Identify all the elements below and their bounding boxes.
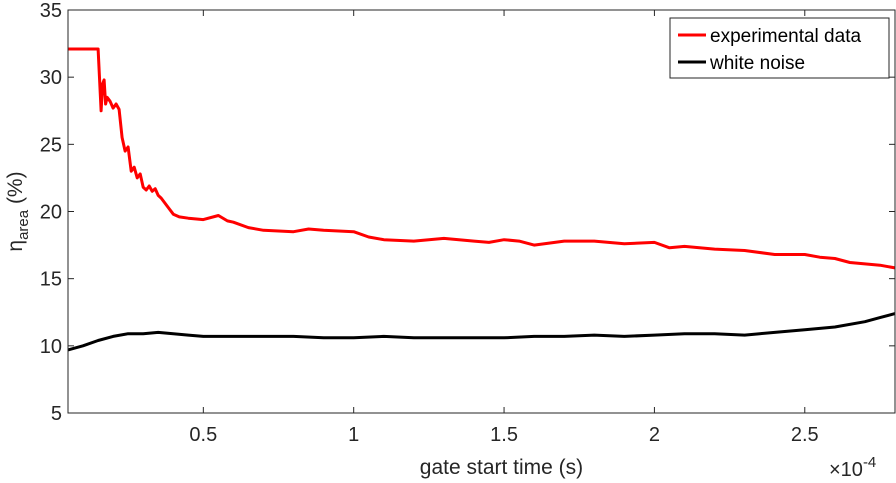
x-axis-exponent-base: ×10 [829, 459, 863, 481]
y-axis-label-subscript: area [15, 209, 32, 240]
y-axis-label-main: η [4, 240, 27, 252]
x-tick-label: 1.5 [490, 424, 518, 446]
y-axis-label-unit: (%) [4, 171, 27, 210]
x-axis-label: gate start time (s) [420, 456, 583, 479]
y-axis-label: ηarea (%) [4, 171, 32, 251]
legend: experimental data white noise [669, 17, 890, 79]
x-axis-exponent-power: -4 [863, 454, 876, 471]
y-tick-label: 30 [40, 67, 62, 89]
y-tick-label: 20 [40, 202, 62, 224]
y-axis-ticks: 5 10 15 20 25 30 35 [40, 0, 895, 425]
x-tick-label: 0.5 [189, 424, 217, 446]
series-line-white-noise [67, 312, 896, 352]
legend-box [669, 17, 890, 79]
y-tick-label: 5 [51, 403, 62, 425]
x-tick-label: 2 [649, 424, 660, 446]
x-axis-ticks: 0.5 1 1.5 2 2.5 [189, 10, 819, 446]
x-tick-label: 1 [348, 424, 359, 446]
series-layer [67, 47, 896, 352]
y-tick-label: 25 [40, 134, 62, 156]
y-tick-label: 15 [40, 269, 62, 291]
y-tick-label: 35 [40, 0, 62, 22]
series-line-experimental-data [68, 47, 896, 270]
legend-label-experimental-data: experimental data [710, 26, 861, 47]
legend-label-white-noise: white noise [709, 53, 805, 74]
y-tick-label: 10 [40, 336, 62, 358]
x-tick-label: 2.5 [791, 424, 819, 446]
x-axis-exponent: ×10-4 [829, 454, 876, 481]
